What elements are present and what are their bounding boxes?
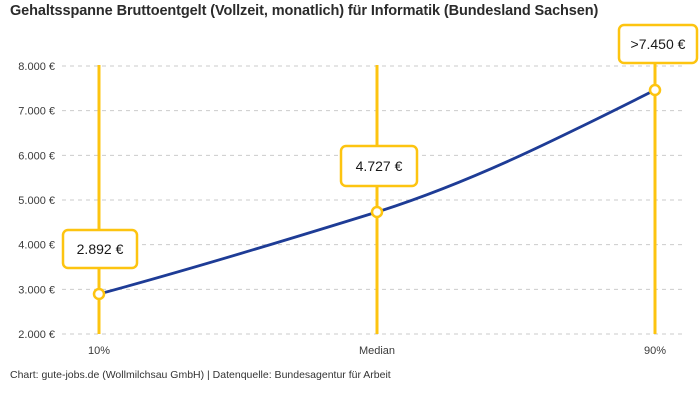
y-tick-label: 7.000 € [18, 106, 55, 118]
y-tick-label: 8.000 € [18, 61, 55, 73]
gridlines [62, 65, 684, 335]
value-label-10th: 2.892 € [61, 228, 139, 270]
value-label-90th: >7.450 € [617, 23, 699, 65]
y-axis-tick-labels: 8.000 € 7.000 € 6.000 € 5.000 € 4.000 € … [18, 61, 55, 341]
value-label-median: 4.727 € [339, 144, 419, 188]
chart-source-attribution: Chart: gute-jobs.de (Wollmilchsau GmbH) … [10, 369, 391, 381]
value-box-median [339, 144, 419, 188]
y-tick-label: 3.000 € [18, 284, 55, 296]
y-tick-label: 2.000 € [18, 329, 55, 341]
data-point-10th [92, 287, 106, 301]
x-tick-label-90th: 90% [644, 345, 666, 357]
y-tick-label: 5.000 € [18, 195, 55, 207]
value-text-90th: >7.450 € [631, 36, 686, 52]
value-box-10th [61, 228, 139, 270]
percentile-guide-lines [97, 60, 657, 334]
x-axis-tick-labels: 10% Median 90% [88, 345, 666, 357]
y-tick-label: 4.000 € [18, 240, 55, 252]
y-tick-label: 6.000 € [18, 150, 55, 162]
x-tick-label-median: Median [359, 345, 395, 357]
value-text-10th: 2.892 € [77, 241, 124, 257]
value-box-90th [617, 23, 699, 65]
data-point-90th [648, 83, 662, 97]
data-point-markers [92, 83, 662, 301]
chart-title: Gehaltsspanne Bruttoentgelt (Vollzeit, m… [10, 3, 599, 19]
data-point-median [370, 205, 384, 219]
x-tick-label-10th: 10% [88, 345, 110, 357]
value-text-median: 4.727 € [356, 158, 403, 174]
